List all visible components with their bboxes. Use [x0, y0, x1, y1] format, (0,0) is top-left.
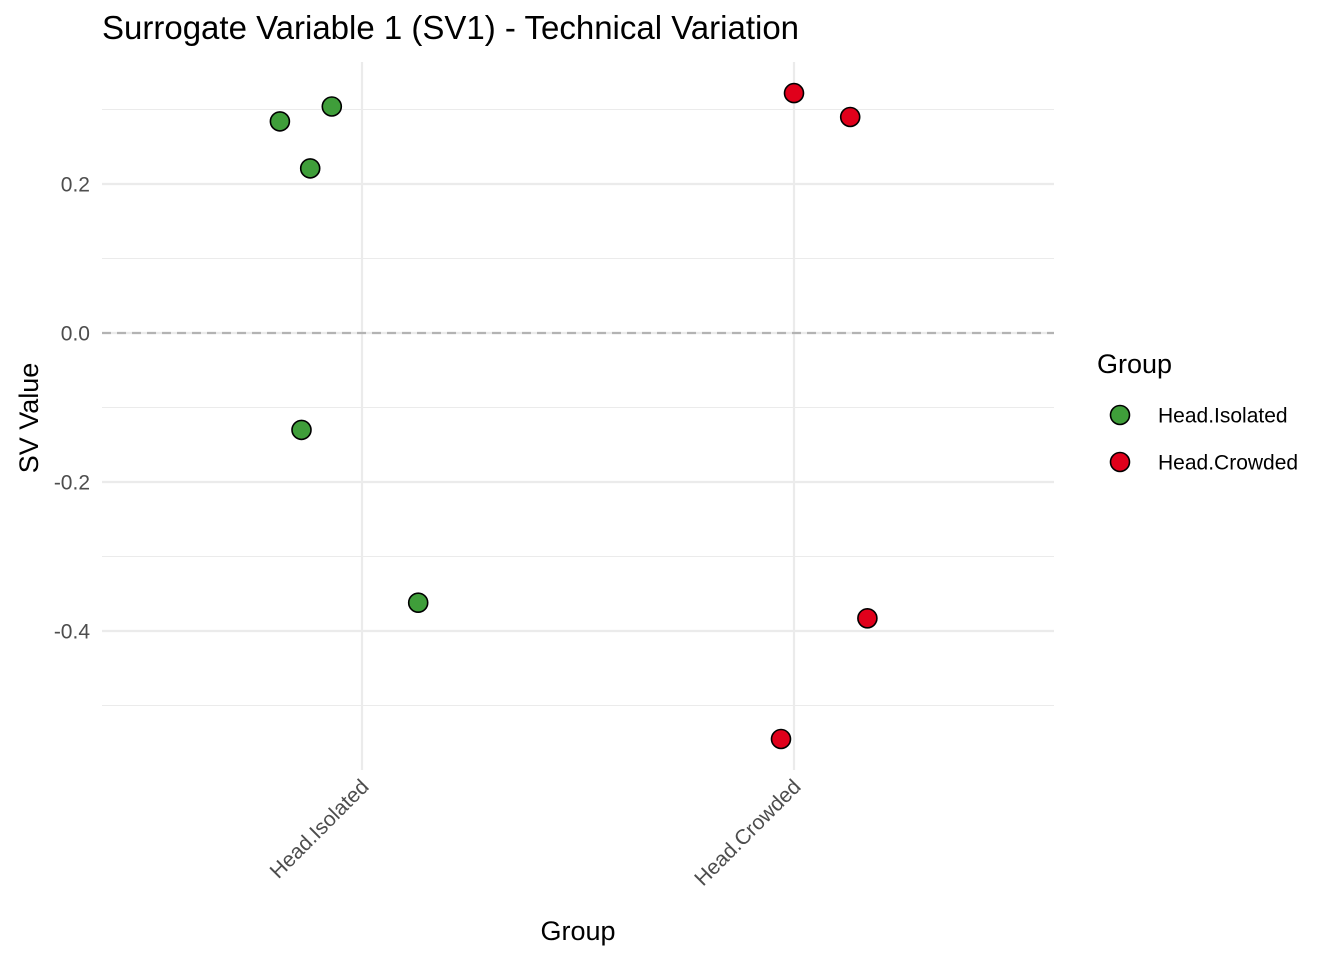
data-point-head-crowded — [783, 82, 805, 104]
legend-key — [1109, 451, 1131, 473]
legend-label: Head.Crowded — [1158, 452, 1298, 475]
legend-label: Head.Isolated — [1158, 405, 1288, 428]
x-axis-title: Group — [540, 916, 615, 946]
data-point-head-isolated — [291, 419, 312, 441]
data-point-head-isolated — [321, 96, 343, 117]
y-axis-title: SV Value — [14, 363, 44, 474]
data-point-head-crowded — [857, 607, 878, 629]
y-tick-label: 0.0 — [61, 323, 90, 346]
data-point-head-isolated — [407, 592, 429, 614]
data-point-head-isolated — [299, 158, 321, 179]
data-points — [269, 82, 878, 750]
y-tick-label: 0.2 — [61, 174, 90, 197]
legend-key — [1109, 404, 1131, 426]
legend: Group Head.Isolated Head.Crowded — [1097, 349, 1298, 475]
data-point-head-crowded — [839, 106, 861, 128]
chart-title: Surrogate Variable 1 (SV1) - Technical V… — [102, 9, 799, 46]
y-axis-ticks: 0.2 0.0 -0.2 -0.4 — [54, 174, 91, 644]
data-point-head-crowded — [770, 728, 792, 750]
y-tick-label: -0.2 — [54, 472, 90, 495]
data-point-head-isolated — [269, 111, 291, 132]
legend-title: Group — [1097, 349, 1172, 379]
y-tick-label: -0.4 — [54, 621, 91, 644]
grid — [102, 62, 1054, 770]
